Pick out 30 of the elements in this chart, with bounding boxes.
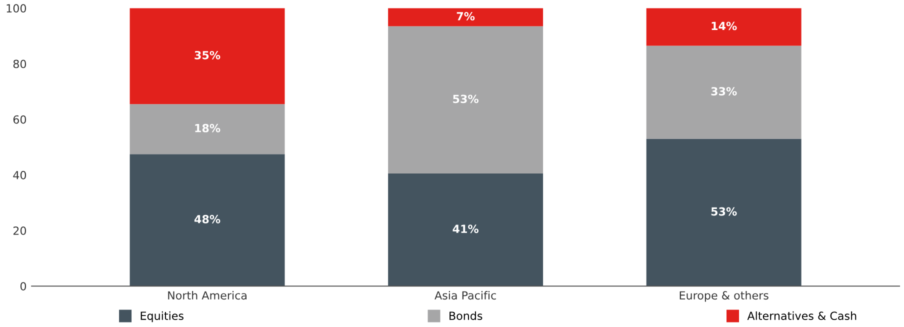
- bar: [130, 104, 285, 154]
- legend-label: Bonds: [450, 311, 482, 320]
- legend-label: Equities: [140, 311, 184, 322]
- y-tick-label: 60: [13, 115, 26, 124]
- bar: [646, 138, 802, 286]
- data-label: 7%: [456, 12, 475, 20]
- data-label: 53%: [711, 207, 737, 216]
- data-label: 53%: [453, 94, 479, 104]
- y-tick-label: 0: [20, 282, 26, 291]
- legend-label: Alternatives & Cash: [747, 311, 856, 320]
- bar: [130, 8, 285, 104]
- bar: [388, 174, 544, 286]
- data-label: 33%: [711, 87, 737, 96]
- bar: [388, 26, 544, 174]
- data-label: 48%: [194, 214, 220, 224]
- data-label: 18%: [195, 124, 220, 132]
- data-label: 41%: [452, 224, 479, 234]
- y-tick-label: 20: [13, 226, 26, 235]
- x-tick-label: North America: [168, 290, 246, 300]
- bar: [646, 46, 802, 139]
- y-tick-label: 100: [6, 4, 26, 13]
- bar: [130, 154, 285, 286]
- y-tick-label: 40: [13, 170, 26, 180]
- x-tick-label: Asia Pacific: [434, 290, 496, 300]
- y-tick-label: 80: [13, 60, 26, 68]
- bar: [646, 8, 802, 46]
- bar: [388, 8, 544, 26]
- data-label: 35%: [194, 50, 220, 60]
- x-tick-label: Europe & others: [680, 290, 768, 302]
- data-label: 14%: [712, 22, 737, 30]
